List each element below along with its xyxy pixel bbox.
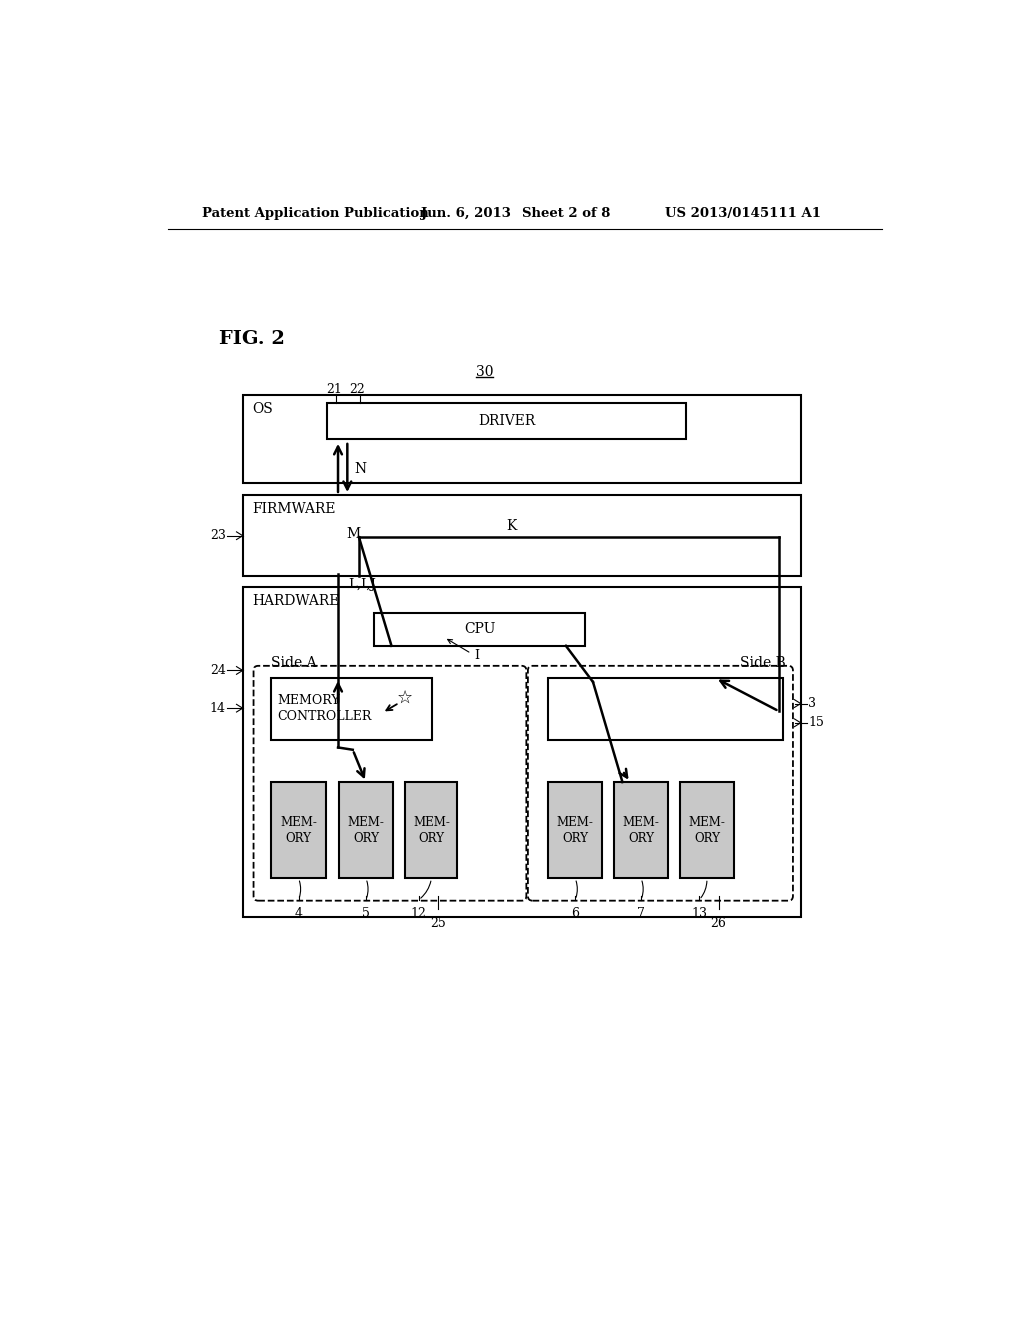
Text: Side B: Side B: [740, 656, 786, 669]
Text: MEM-
ORY: MEM- ORY: [280, 816, 317, 845]
Text: 21: 21: [327, 383, 342, 396]
Bar: [243, 495, 801, 576]
Text: I: I: [474, 648, 479, 661]
Text: 24: 24: [210, 664, 225, 677]
Bar: [406, 781, 458, 878]
Text: K: K: [506, 520, 516, 533]
Text: 22: 22: [349, 383, 366, 396]
Text: MEM-
ORY: MEM- ORY: [347, 816, 384, 845]
Text: 15: 15: [809, 717, 824, 730]
Bar: [548, 781, 602, 878]
Text: 12: 12: [411, 907, 427, 920]
Bar: [548, 678, 783, 739]
Text: 30: 30: [476, 366, 494, 379]
Text: OS: OS: [252, 401, 272, 416]
Text: 23: 23: [210, 529, 225, 543]
Text: 13: 13: [691, 907, 708, 920]
Bar: [271, 781, 326, 878]
Text: L,I,J: L,I,J: [348, 578, 376, 591]
Text: MEM-
ORY: MEM- ORY: [623, 816, 659, 845]
Text: CPU: CPU: [464, 622, 496, 636]
Text: DRIVER: DRIVER: [478, 414, 536, 429]
Bar: [614, 781, 669, 878]
Text: MEM-
ORY: MEM- ORY: [688, 816, 725, 845]
Text: MEMORY
CONTROLLER: MEMORY CONTROLLER: [278, 694, 372, 723]
Text: 5: 5: [362, 907, 370, 920]
Text: 4: 4: [295, 907, 302, 920]
Text: MEM-
ORY: MEM- ORY: [557, 816, 594, 845]
Text: MEM-
ORY: MEM- ORY: [413, 816, 450, 845]
Text: M: M: [346, 527, 360, 541]
Bar: [328, 404, 686, 440]
Text: 25: 25: [430, 917, 445, 929]
Text: US 2013/0145111 A1: US 2013/0145111 A1: [665, 207, 821, 220]
Text: 3: 3: [809, 697, 816, 710]
Bar: [375, 612, 586, 645]
Text: FIRMWARE: FIRMWARE: [252, 502, 336, 516]
Text: 14: 14: [210, 702, 225, 714]
Text: HARDWARE: HARDWARE: [252, 594, 339, 609]
Text: Patent Application Publication: Patent Application Publication: [202, 207, 428, 220]
Bar: [680, 781, 734, 878]
FancyBboxPatch shape: [254, 665, 526, 900]
FancyBboxPatch shape: [528, 665, 793, 900]
Bar: [339, 781, 393, 878]
Text: 7: 7: [637, 907, 645, 920]
Text: Side A: Side A: [271, 656, 317, 669]
Text: Sheet 2 of 8: Sheet 2 of 8: [521, 207, 610, 220]
Text: 6: 6: [571, 907, 580, 920]
Text: Jun. 6, 2013: Jun. 6, 2013: [421, 207, 511, 220]
Text: N: N: [354, 462, 367, 475]
Text: ☆: ☆: [396, 689, 413, 706]
Text: 26: 26: [711, 917, 726, 929]
Bar: [243, 587, 801, 917]
Text: FIG. 2: FIG. 2: [219, 330, 286, 348]
Bar: [271, 678, 432, 739]
Bar: [243, 395, 801, 483]
